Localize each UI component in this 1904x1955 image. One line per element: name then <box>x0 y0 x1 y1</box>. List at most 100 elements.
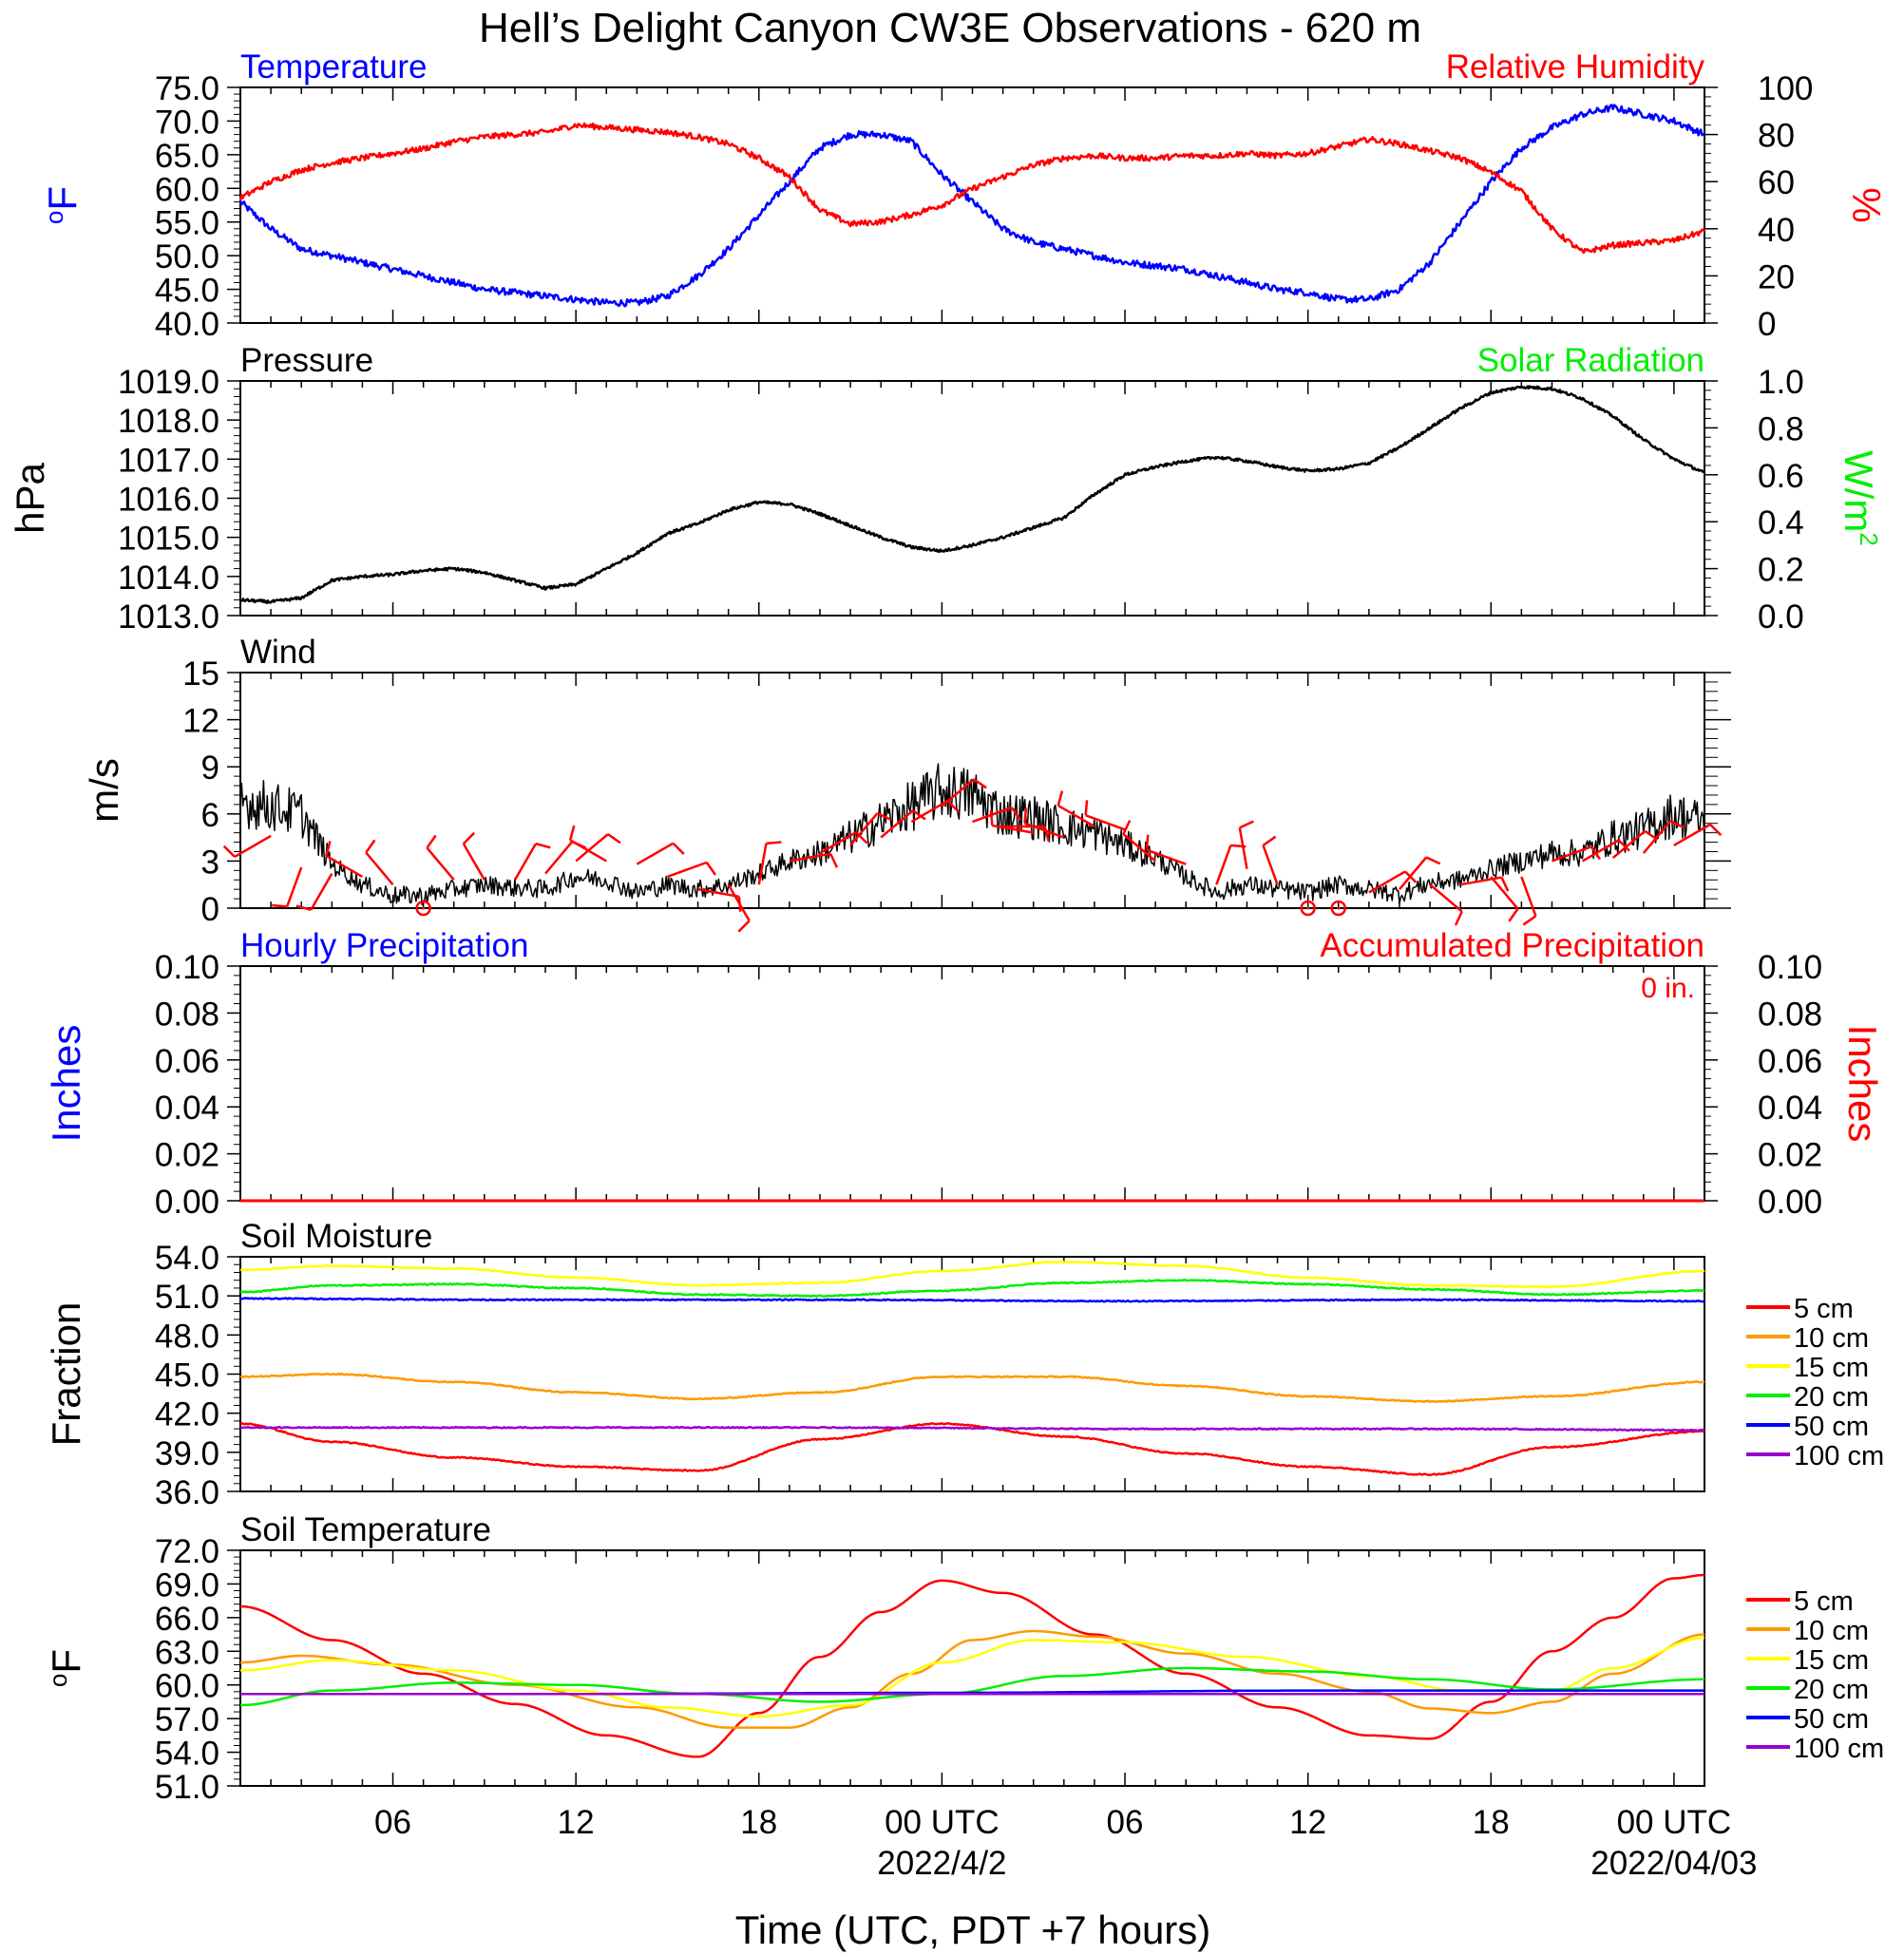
wind-title: Wind <box>240 634 316 671</box>
wind-barb-flag <box>1239 820 1254 829</box>
pressure-line <box>239 385 1705 605</box>
y-tick-label: 0.00 <box>1758 1184 1822 1221</box>
y-tick-label: 39.0 <box>155 1435 219 1472</box>
temperature-line <box>238 104 1705 308</box>
calm-marker <box>415 900 431 917</box>
soil-line-15cm <box>240 1260 1705 1289</box>
wind-barb-flag <box>946 800 960 813</box>
soil-line-5cm <box>239 1573 1704 1758</box>
soil_moisture-title: Soil Moisture <box>240 1218 432 1255</box>
wind-barb-flag <box>1023 807 1028 824</box>
wind-barb <box>1429 883 1463 913</box>
humidity-unit: % <box>1844 187 1889 222</box>
wind-barb <box>1552 845 1592 863</box>
panel-wind: 0 3 6 9 12 15 Wind m/s <box>82 634 1731 933</box>
wind-barb-flag <box>876 812 892 822</box>
wind-barb-flag <box>737 920 751 933</box>
legend-label: 15 cm <box>1794 1645 1869 1676</box>
y-tick-label: 6 <box>201 797 219 834</box>
y-tick-label: 100 <box>1758 70 1813 107</box>
y-tick-label: 0.04 <box>1758 1090 1822 1127</box>
wind-barb <box>1238 827 1248 869</box>
wind-barb-flag <box>973 778 987 789</box>
y-tick-label: 0.06 <box>1758 1043 1822 1080</box>
wind-barb <box>513 843 538 881</box>
wind-barb-flag <box>705 862 717 876</box>
y-tick-label: 0.0 <box>1758 598 1804 636</box>
temperature-unit: oF <box>40 186 85 224</box>
pressure-unit: hPa <box>8 462 52 533</box>
wind-barb-flag <box>1057 790 1064 807</box>
legend-label: 5 cm <box>1794 1586 1854 1617</box>
legend-label: 100 cm <box>1794 1441 1884 1471</box>
legend-label: 10 cm <box>1794 1616 1869 1646</box>
wind-barb-flag <box>1500 877 1510 892</box>
y-tick-label: 20 <box>1758 258 1795 295</box>
wind-barb <box>462 843 486 881</box>
y-tick-label: 12 <box>182 703 219 740</box>
wind-barb-flag <box>1262 835 1277 846</box>
y-tick-label: 1014.0 <box>118 560 219 597</box>
wind-barb <box>1581 839 1620 863</box>
y-tick-label: 1015.0 <box>118 521 219 558</box>
wind-barb <box>849 812 879 846</box>
y-tick-label: 1016.0 <box>118 482 219 519</box>
wind-barb-flag <box>855 831 868 845</box>
y-tick-label: 54.0 <box>155 1240 219 1277</box>
y-tick-label: 55.0 <box>155 205 219 242</box>
wind-barb-flag <box>1084 800 1089 816</box>
hourly-precip-unit: Inches <box>44 1025 88 1143</box>
y-tick-label: 54.0 <box>155 1736 219 1773</box>
wind-barb <box>1611 829 1647 860</box>
wind-barb-flag <box>568 825 576 841</box>
soil_temp-unit: oF <box>44 1649 88 1687</box>
wind-barb <box>1399 856 1428 890</box>
y-tick-label: 0 <box>1758 306 1776 343</box>
x-date-label: 2022/4/2 <box>877 1845 1006 1882</box>
y-tick-label: 51.0 <box>155 1279 219 1316</box>
soil-line-10cm <box>239 1372 1705 1404</box>
panel-frame <box>239 1549 1705 1787</box>
x-tick-label: 18 <box>1473 1804 1510 1841</box>
wind-barb <box>1490 876 1519 910</box>
calm-marker-dot <box>1337 906 1341 910</box>
panel-temperature-humidity: 40.045.050.055.060.065.070.075.0 0 20 40 60 8… <box>40 48 1889 343</box>
y-tick-label: 60 <box>1758 164 1795 201</box>
wind-barb <box>1673 823 1711 846</box>
calm-marker <box>1300 900 1316 917</box>
wind-barb-flag <box>1508 907 1519 922</box>
wind-barb <box>1459 876 1502 886</box>
y-tick-label: 72.0 <box>155 1533 219 1570</box>
y-tick-label: 1019.0 <box>118 364 219 401</box>
wind-barb <box>1262 845 1279 885</box>
solar-unit: W/m2 <box>1837 450 1883 546</box>
y-tick-label: 0.02 <box>1758 1137 1822 1174</box>
wind-barb <box>285 866 303 907</box>
wind-barb-flag <box>1425 856 1441 865</box>
wind-barb-flag <box>607 833 621 845</box>
y-tick-label: 60.0 <box>155 171 219 208</box>
wind-barb-flag <box>1145 834 1150 850</box>
y-tick-label: 48.0 <box>155 1318 219 1355</box>
wind-barb <box>544 841 574 875</box>
calm-marker-dot <box>422 906 426 910</box>
y-tick-label: 0.00 <box>155 1184 219 1221</box>
wind-barb <box>310 873 333 911</box>
y-tick-label: 3 <box>201 844 219 881</box>
wind-barb-flag <box>1617 839 1630 852</box>
y-tick-label: 1018.0 <box>118 403 219 440</box>
wind-barb-flag <box>1122 820 1132 835</box>
wind-barb <box>880 809 914 839</box>
humidity-line <box>238 122 1706 255</box>
wind-barb-flag <box>1669 820 1685 829</box>
panel-soil-moisture: 36.039.042.045.048.051.054.0 Soil Moistur… <box>44 1218 1884 1511</box>
soil-line-10cm <box>240 1629 1704 1729</box>
y-tick-label: 0.4 <box>1758 504 1804 541</box>
wind-barb-flag <box>222 845 236 858</box>
wind-barb-flag <box>1454 910 1463 926</box>
wind-barb-flag <box>535 842 551 849</box>
figure-title: Hell’s Delight Canyon CW3E Observations … <box>479 5 1421 51</box>
y-tick-label: 0.10 <box>1758 949 1822 986</box>
y-tick-label: 40.0 <box>155 306 219 343</box>
soil_moisture-unit: Fraction <box>44 1302 88 1447</box>
